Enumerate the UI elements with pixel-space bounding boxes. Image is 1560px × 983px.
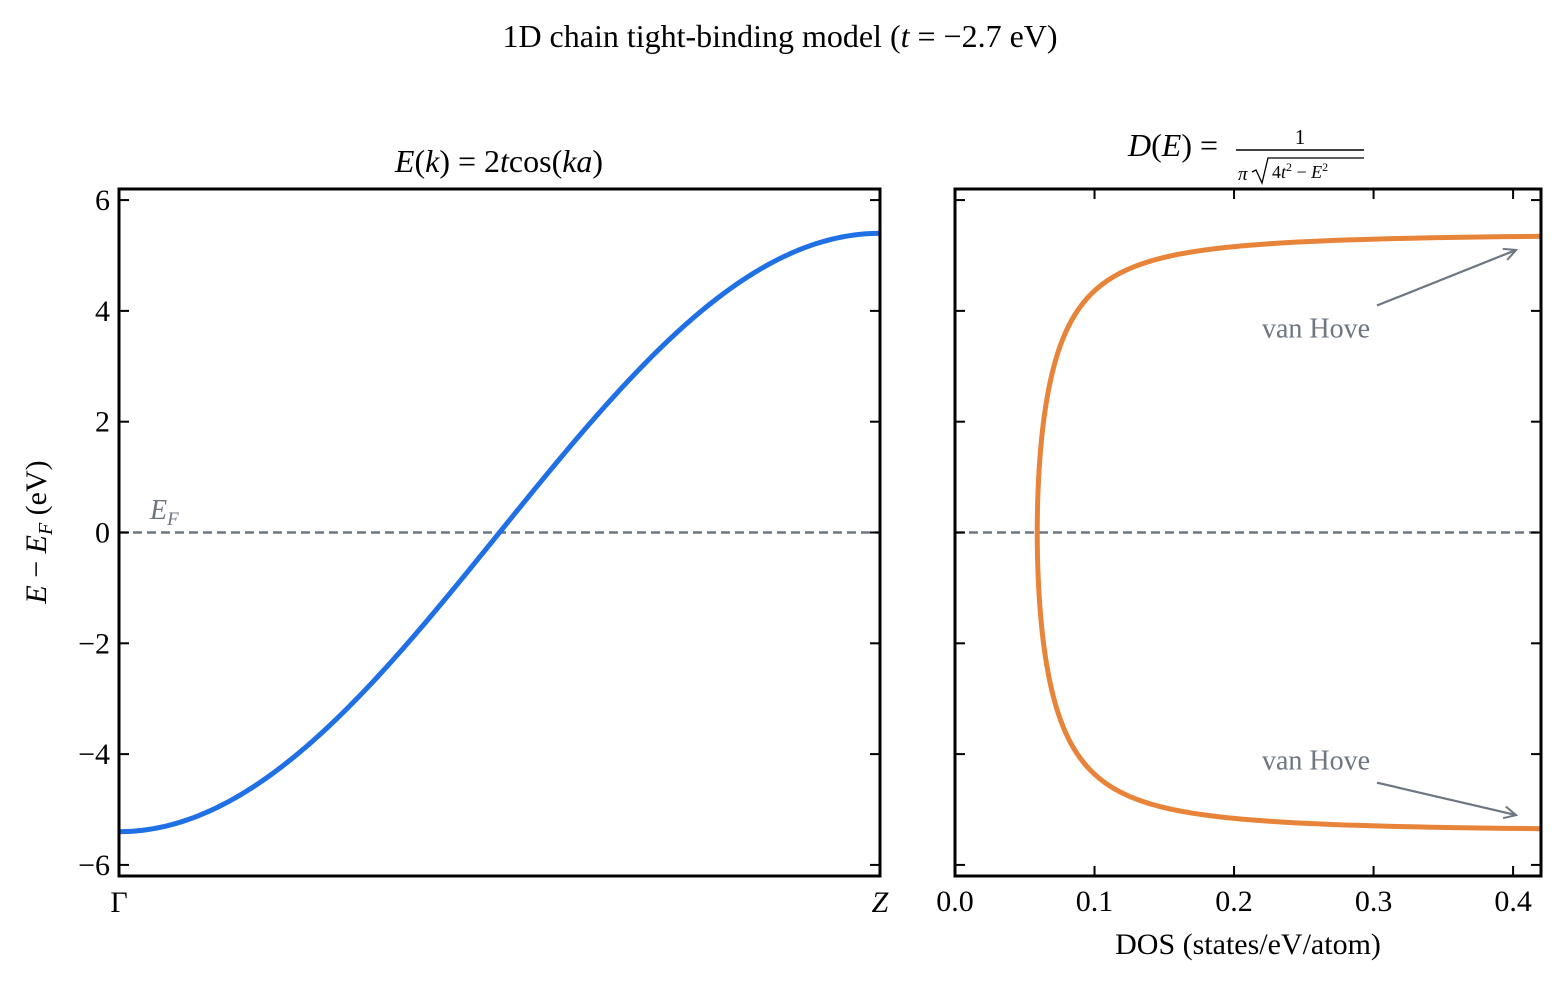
dos-x-tick-label: 0.2 xyxy=(1215,885,1253,918)
band-x-tick-label: Γ xyxy=(110,886,127,919)
band-axes-frame xyxy=(117,187,882,878)
band-y-tick-label: 6 xyxy=(95,184,110,217)
van-hove-annotation: van Hove xyxy=(1262,746,1370,777)
dos-panel: D(E) = 1 π 4t2 − E2 0.0 0.1 0.2 0.3 0.4 DOS … xyxy=(936,125,1543,961)
dos-axes-frame xyxy=(953,187,1543,878)
dos-x-tick-label: 0.3 xyxy=(1355,885,1393,918)
band-y-tick-label: −2 xyxy=(78,627,110,660)
band-y-tick-label: −4 xyxy=(78,738,110,771)
svg-text:1: 1 xyxy=(1295,125,1306,149)
dos-x-tick-label: 0.0 xyxy=(936,885,974,918)
dos-x-tick-label: 0.4 xyxy=(1494,885,1532,918)
fermi-level-label: EF xyxy=(149,495,179,530)
van-hove-arrow xyxy=(1376,781,1516,815)
dos-x-tick-label: 0.1 xyxy=(1076,885,1114,918)
band-y-axis-label: E − EF (eV) xyxy=(20,460,57,604)
svg-text:D(E) =: D(E) = xyxy=(1127,127,1218,163)
dos-x-axis-label: DOS (states/eV/atom) xyxy=(1115,928,1381,961)
dos-panel-title: D(E) = 1 π 4t2 − E2 xyxy=(1127,125,1364,185)
band-y-tick-label: −6 xyxy=(78,849,110,882)
band-y-tick-label: 0 xyxy=(95,517,110,550)
van-hove-annotation: van Hove xyxy=(1262,314,1370,345)
van-hove-arrow xyxy=(1376,250,1516,307)
dos-curve xyxy=(1034,233,1541,832)
band-y-tick-label: 2 xyxy=(95,406,110,439)
svg-text:π: π xyxy=(1238,164,1248,185)
band-x-tick-label: Z xyxy=(872,886,889,919)
figure-suptitle: 1D chain tight-binding model (t = −2.7 e… xyxy=(502,18,1057,54)
band-structure-panel: E(k) = 2tcos(ka) −6 −4 −2 0 2 4 6 Γ Z E − EF (eV… xyxy=(20,143,889,919)
band-panel-title: E(k) = 2tcos(ka) xyxy=(394,143,603,179)
svg-text:4t2 − E2: 4t2 − E2 xyxy=(1272,160,1328,182)
band-y-tick-label: 4 xyxy=(95,295,110,328)
band-curve xyxy=(119,230,880,835)
